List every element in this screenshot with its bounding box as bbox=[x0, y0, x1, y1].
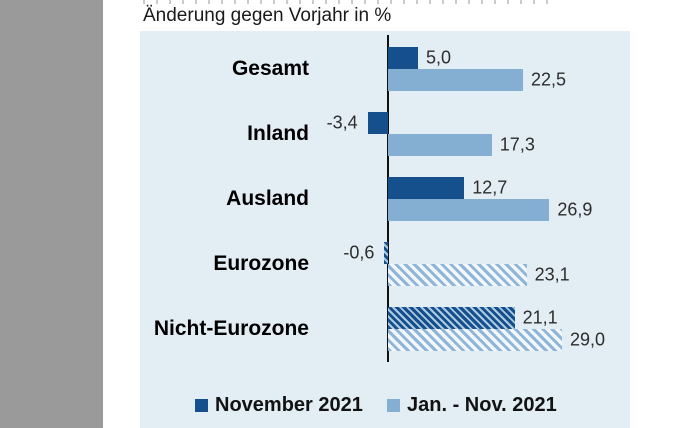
left-gray-panel bbox=[0, 0, 103, 428]
plot-area: November 2021 Jan. - Nov. 2021 Gesamt 5,0… bbox=[140, 31, 630, 428]
chart-title: Änderung gegen Vorjahr in % bbox=[143, 5, 392, 26]
bar-inland-november-2021 bbox=[367, 112, 388, 134]
legend-item-jan-nov-2021: Jan. - Nov. 2021 bbox=[387, 394, 557, 417]
category-label-gesamt: Gesamt bbox=[231, 57, 309, 80]
value-label-inland-jan-nov-2021: 17,3 bbox=[499, 134, 535, 155]
bar-gesamt-jan-nov-2021 bbox=[388, 69, 523, 91]
bar-eurozone-november-2021 bbox=[384, 242, 388, 264]
category-label-eurozone: Eurozone bbox=[213, 252, 309, 275]
bar-ausland-jan-nov-2021 bbox=[388, 199, 550, 221]
bar-gesamt-november-2021 bbox=[388, 47, 418, 69]
legend-label: November 2021 bbox=[215, 394, 363, 416]
bar-eurozone-jan-nov-2021 bbox=[388, 264, 527, 286]
legend-swatch-light-icon bbox=[387, 399, 400, 412]
chart-legend: November 2021 Jan. - Nov. 2021 bbox=[140, 394, 630, 418]
clipped-text-remnant bbox=[143, 0, 553, 4]
value-label-eurozone-november-2021: -0,6 bbox=[343, 242, 375, 263]
bar-inland-jan-nov-2021 bbox=[388, 134, 492, 156]
value-label-nicht-eurozone-jan-nov-2021: 29,0 bbox=[570, 329, 606, 350]
value-label-nicht-eurozone-november-2021: 21,1 bbox=[522, 307, 558, 328]
category-label-ausland: Ausland bbox=[226, 187, 309, 210]
category-label-nicht-eurozone: Nicht-Eurozone bbox=[153, 317, 309, 340]
value-label-ausland-november-2021: 12,7 bbox=[472, 177, 508, 198]
legend-swatch-dark-icon bbox=[195, 399, 208, 412]
legend-item-november-2021: November 2021 bbox=[195, 394, 363, 417]
bar-nicht-eurozone-november-2021 bbox=[388, 307, 515, 329]
bar-nicht-eurozone-jan-nov-2021 bbox=[388, 329, 562, 351]
value-label-inland-november-2021: -3,4 bbox=[326, 112, 358, 133]
category-label-inland: Inland bbox=[247, 122, 309, 145]
bar-ausland-november-2021 bbox=[388, 177, 465, 199]
value-label-eurozone-jan-nov-2021: 23,1 bbox=[534, 264, 570, 285]
value-label-ausland-jan-nov-2021: 26,9 bbox=[557, 199, 593, 220]
value-label-gesamt-november-2021: 5,0 bbox=[426, 47, 452, 68]
legend-label: Jan. - Nov. 2021 bbox=[407, 394, 557, 416]
value-label-gesamt-jan-nov-2021: 22,5 bbox=[531, 69, 567, 90]
